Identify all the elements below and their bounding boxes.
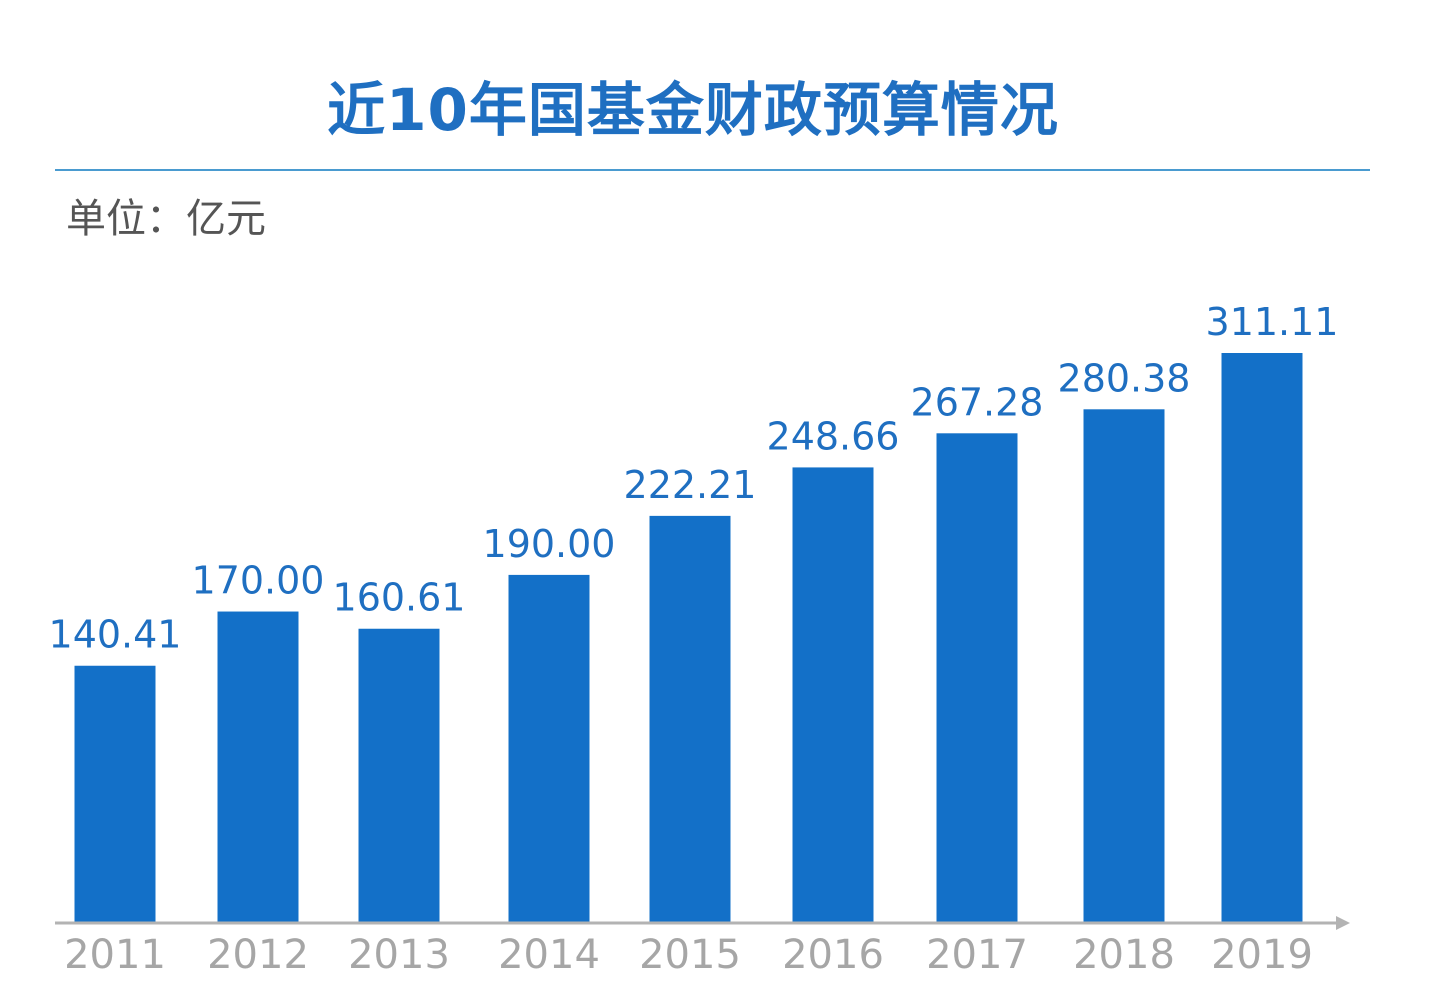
value-label-2012: 170.00 xyxy=(192,559,325,603)
value-label-2013: 160.61 xyxy=(333,576,466,620)
bar-2018 xyxy=(1083,409,1165,923)
value-label-2015: 222.21 xyxy=(624,463,757,507)
x-tick-2015: 2015 xyxy=(639,932,741,978)
value-label-2016: 248.66 xyxy=(767,414,900,458)
bar-2016 xyxy=(792,467,874,923)
bar-2013 xyxy=(358,628,440,923)
value-label-2018: 280.38 xyxy=(1058,356,1191,400)
x-tick-2016: 2016 xyxy=(782,932,884,978)
x-axis-arrow-icon xyxy=(1336,916,1350,930)
x-tick-2012: 2012 xyxy=(207,932,309,978)
x-tick-2014: 2014 xyxy=(498,932,600,978)
x-tick-labels-layer: 2011 2012 2013 2014 2015 2016 2017 2018 2019 xyxy=(64,932,1313,978)
x-tick-2011: 2011 xyxy=(64,932,166,978)
x-axis xyxy=(55,916,1350,930)
x-tick-2019: 2019 xyxy=(1211,932,1313,978)
value-label-2019: 311.11 xyxy=(1206,300,1339,344)
x-tick-2017: 2017 xyxy=(926,932,1028,978)
bar-2014 xyxy=(508,574,590,923)
bar-2011 xyxy=(74,665,156,923)
bar-2012 xyxy=(217,611,299,923)
value-label-2014: 190.00 xyxy=(483,522,616,566)
unit-label: 单位：亿元 xyxy=(66,196,266,242)
bars-layer xyxy=(74,353,1303,923)
bar-2017 xyxy=(936,433,1018,923)
x-tick-2013: 2013 xyxy=(348,932,450,978)
value-label-2017: 267.28 xyxy=(911,380,1044,424)
value-label-2011: 140.41 xyxy=(49,613,182,657)
title-divider xyxy=(55,169,1370,171)
bar-2015 xyxy=(649,515,731,923)
chart-title: 近10年国基金财政预算情况 xyxy=(327,76,1059,144)
x-tick-2018: 2018 xyxy=(1073,932,1175,978)
bar-2019 xyxy=(1221,353,1303,923)
